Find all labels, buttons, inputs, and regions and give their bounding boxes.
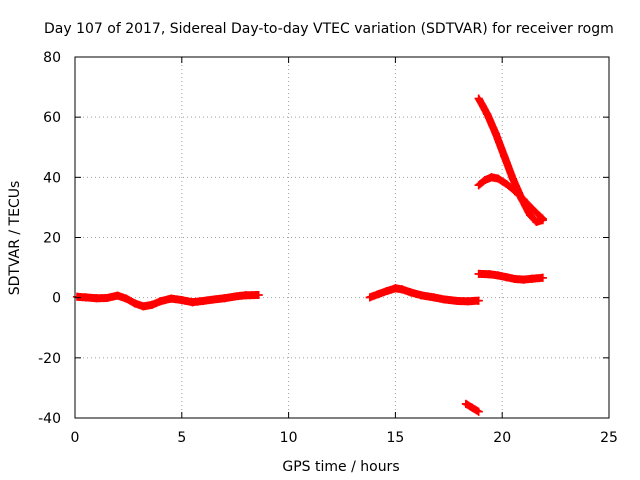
data-series bbox=[73, 291, 263, 311]
data-point bbox=[528, 274, 537, 283]
data-point bbox=[167, 294, 176, 303]
data-point bbox=[500, 152, 509, 161]
data-point bbox=[406, 288, 415, 297]
data-point bbox=[391, 284, 400, 293]
y-tick-label: -20 bbox=[38, 351, 61, 367]
data-point bbox=[474, 407, 483, 416]
x-tick-label: 10 bbox=[280, 430, 298, 446]
data-point bbox=[417, 291, 425, 300]
data-point bbox=[511, 275, 519, 283]
data-point bbox=[461, 399, 470, 408]
data-point bbox=[508, 174, 517, 183]
data-point bbox=[464, 297, 472, 306]
data-point bbox=[122, 294, 131, 303]
data-point bbox=[487, 173, 496, 182]
data-point bbox=[73, 292, 82, 301]
data-point bbox=[511, 187, 519, 196]
data-point bbox=[92, 294, 101, 303]
data-point bbox=[493, 271, 502, 280]
x-tick-label: 5 bbox=[177, 430, 186, 446]
x-tick-label: 15 bbox=[386, 430, 404, 446]
data-point bbox=[440, 295, 449, 304]
data-point bbox=[220, 294, 229, 303]
chart-title: Day 107 of 2017, Sidereal Day-to-day VTE… bbox=[44, 21, 614, 37]
data-point bbox=[483, 110, 492, 119]
ticks: 0 5 10 15 20 25 -40 -20 0 20 40 60 80 bbox=[38, 50, 618, 446]
data-point bbox=[474, 181, 483, 190]
x-tick-label: 20 bbox=[493, 430, 511, 446]
data-point bbox=[199, 297, 208, 305]
y-tick-label: 60 bbox=[43, 110, 61, 126]
x-tick-label: 0 bbox=[71, 430, 80, 446]
series-layer bbox=[73, 94, 547, 416]
data-series bbox=[474, 173, 547, 223]
data-point bbox=[81, 293, 90, 302]
data-point bbox=[147, 300, 156, 309]
data-point bbox=[502, 180, 511, 188]
data-point bbox=[374, 290, 383, 299]
y-axis-title: SDTVAR / TECUs bbox=[7, 181, 23, 296]
x-tick-label: 25 bbox=[600, 430, 618, 446]
data-point bbox=[188, 298, 197, 307]
data-point bbox=[474, 269, 483, 278]
data-point bbox=[519, 195, 528, 204]
data-point bbox=[491, 129, 500, 138]
data-series bbox=[474, 269, 547, 284]
data-point bbox=[382, 287, 391, 295]
grid bbox=[75, 57, 609, 418]
data-point bbox=[528, 204, 537, 213]
data-point bbox=[474, 296, 483, 305]
data-series bbox=[461, 399, 483, 416]
data-point bbox=[241, 291, 250, 300]
y-tick-label: 80 bbox=[43, 50, 61, 66]
data-point bbox=[493, 174, 502, 183]
data-point bbox=[532, 217, 541, 226]
y-tick-label: 40 bbox=[43, 170, 61, 186]
y-tick-label: 20 bbox=[43, 231, 61, 247]
data-series bbox=[365, 284, 483, 306]
data-point bbox=[177, 296, 186, 305]
data-point bbox=[453, 297, 462, 305]
data-point bbox=[538, 214, 547, 223]
x-axis-title: GPS time / hours bbox=[282, 459, 399, 475]
data-point bbox=[468, 403, 477, 412]
data-point bbox=[526, 210, 534, 219]
y-tick-label: -40 bbox=[38, 411, 61, 427]
data-point bbox=[139, 302, 148, 311]
data-point bbox=[429, 293, 438, 302]
data-point bbox=[156, 297, 165, 306]
data-point bbox=[485, 270, 494, 279]
data-point bbox=[103, 294, 111, 302]
data-point bbox=[365, 293, 374, 302]
data-point bbox=[209, 295, 218, 304]
y-tick-label: 0 bbox=[52, 291, 61, 307]
data-point bbox=[397, 285, 406, 294]
data-point bbox=[481, 176, 490, 184]
data-point bbox=[254, 291, 263, 299]
data-point bbox=[474, 94, 483, 103]
data-point bbox=[113, 291, 122, 300]
data-point bbox=[502, 273, 511, 282]
data-point bbox=[231, 292, 240, 301]
data-point bbox=[130, 299, 139, 308]
data-point bbox=[519, 275, 528, 284]
data-series bbox=[474, 94, 547, 226]
data-point bbox=[538, 273, 547, 282]
